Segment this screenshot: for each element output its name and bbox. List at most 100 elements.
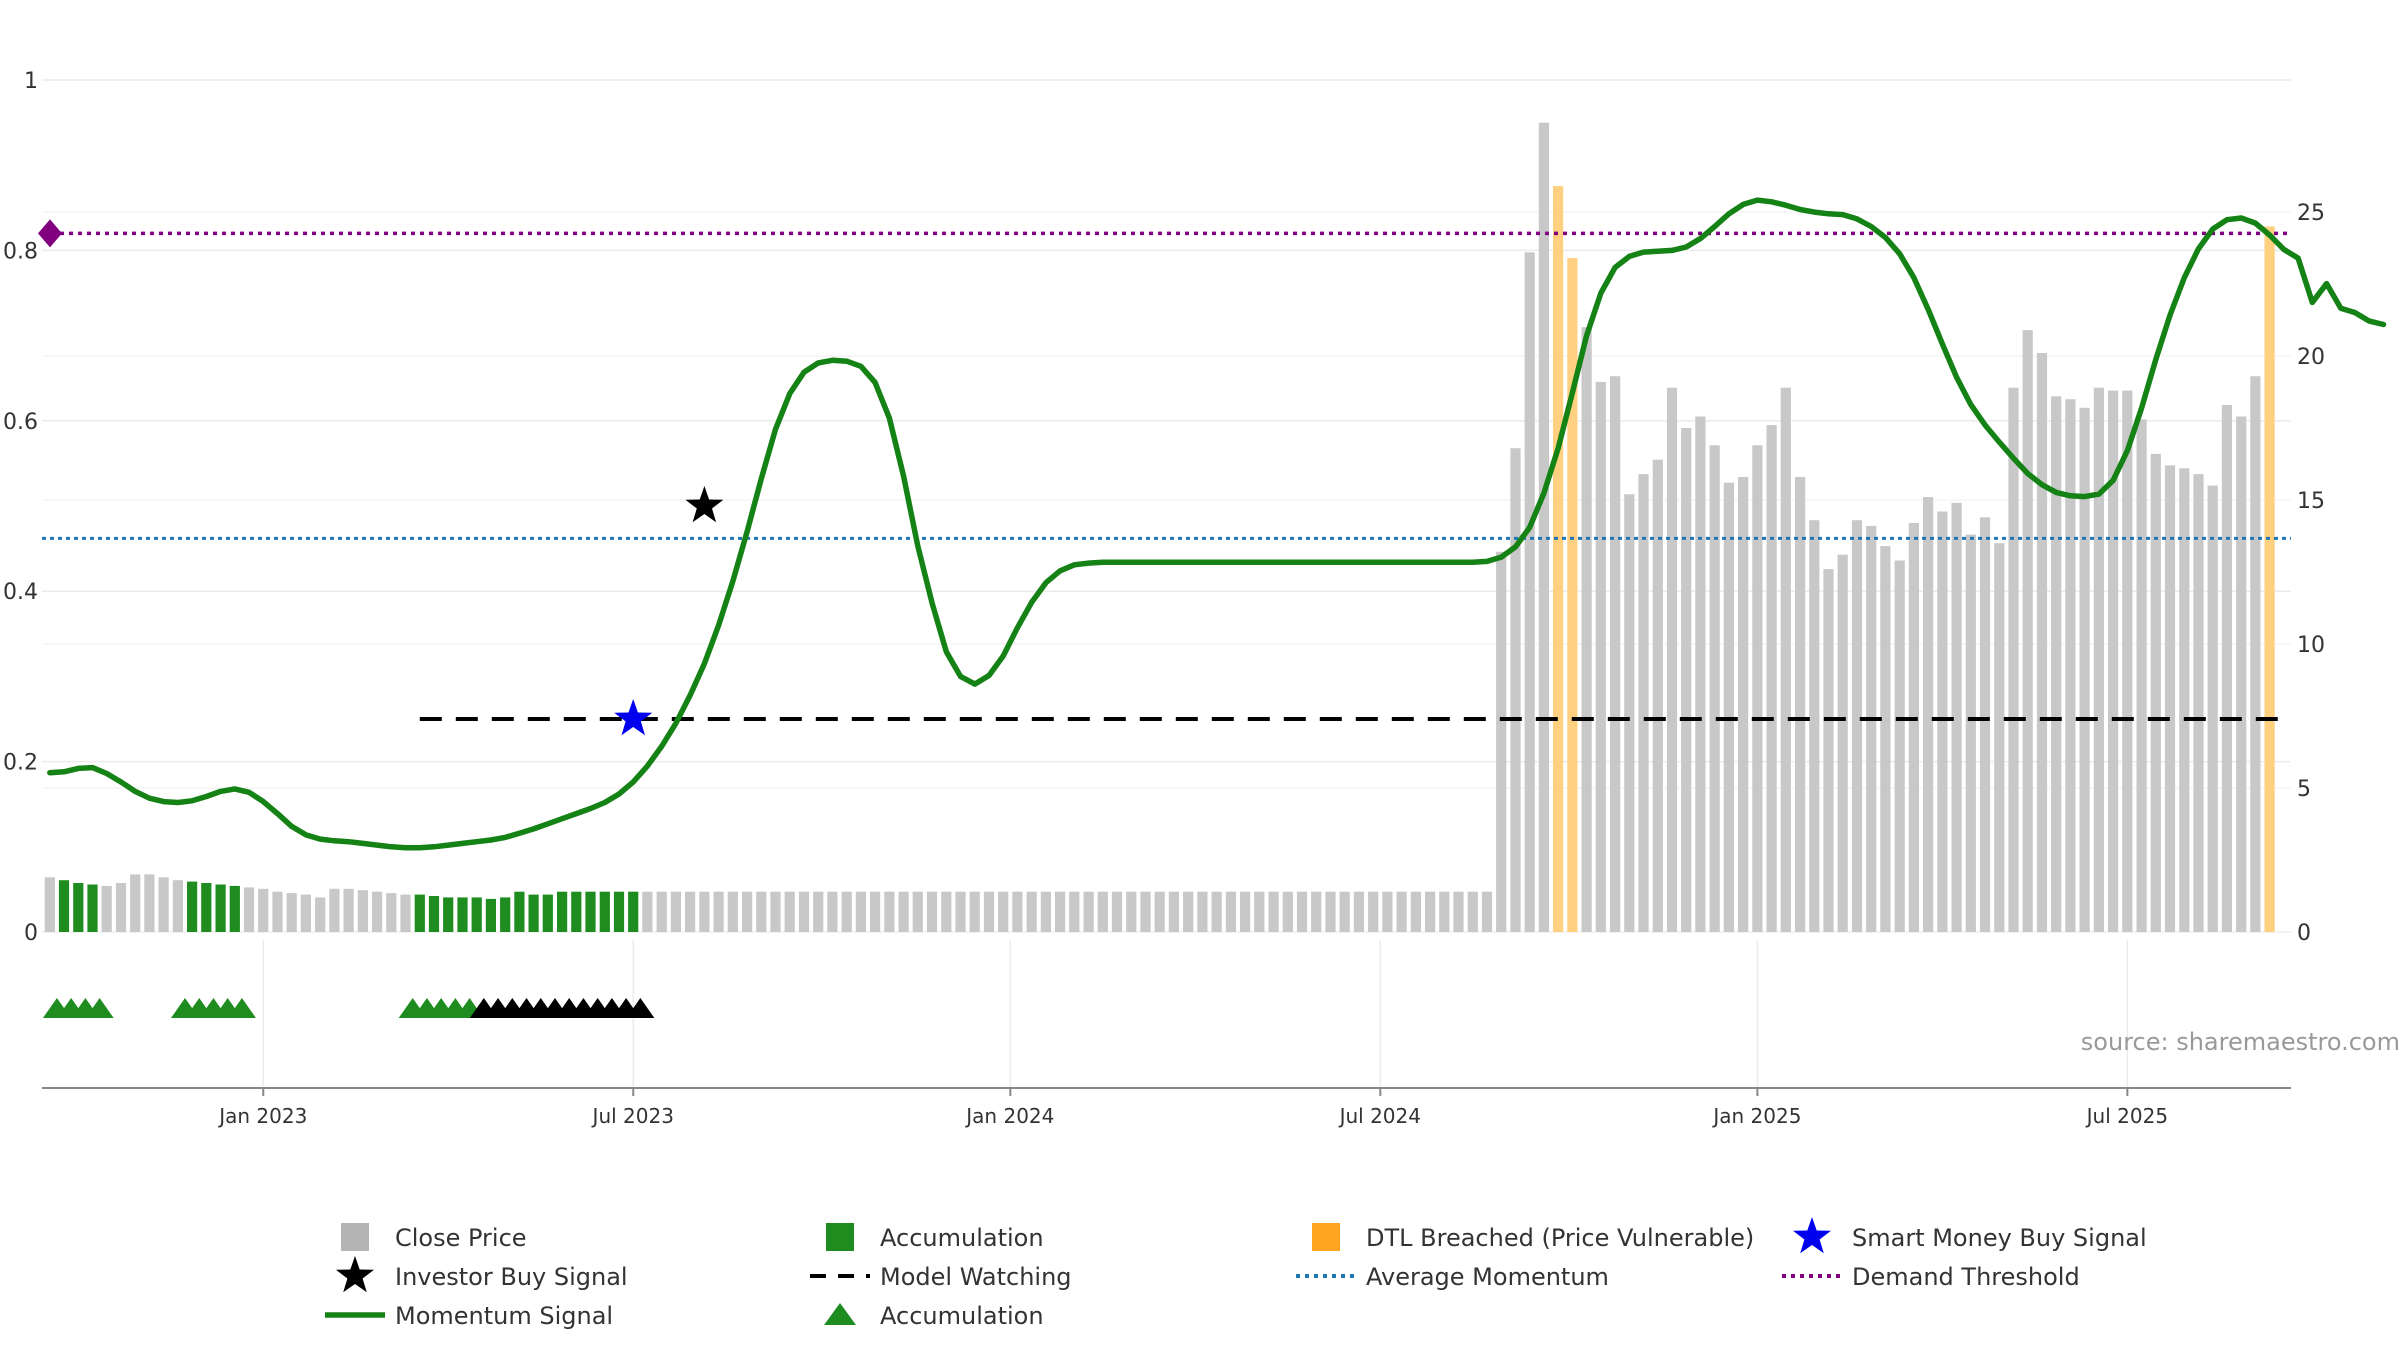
close-price-bar xyxy=(784,891,795,932)
close-price-bar xyxy=(1083,891,1094,932)
close-price-bar xyxy=(1994,543,2005,932)
close-price-bar xyxy=(1866,525,1877,932)
left-axis-tick-label: 0.4 xyxy=(3,580,38,605)
close-price-bar xyxy=(1979,517,1991,932)
close-price-bar xyxy=(158,877,169,932)
close-price-bar xyxy=(1766,425,1777,932)
legend-label: Momentum Signal xyxy=(395,1302,613,1330)
legend-star-icon xyxy=(336,1256,374,1293)
close-price-bar xyxy=(172,880,183,932)
legend-square-icon xyxy=(1312,1223,1340,1251)
close-price-bar xyxy=(1610,376,1621,932)
close-price-bar xyxy=(1481,891,1493,932)
accumulation-bar xyxy=(528,894,539,932)
close-price-bar xyxy=(1652,459,1663,932)
close-price-bar xyxy=(144,874,155,932)
close-price-bar xyxy=(770,891,781,932)
close-price-bar xyxy=(1069,891,1080,932)
close-price-bar xyxy=(2051,396,2062,932)
close-price-bar xyxy=(1695,416,1706,932)
x-axis-tick-label: Jul 2024 xyxy=(1338,1104,1421,1128)
accumulation-bar xyxy=(613,891,625,932)
close-price-bar xyxy=(1368,891,1379,932)
close-price-bar xyxy=(727,891,738,932)
close-price-bar xyxy=(2093,387,2104,932)
close-price-bar xyxy=(1339,891,1350,932)
close-price-bar xyxy=(2193,474,2204,932)
accumulation-bar xyxy=(514,891,525,932)
accumulation-bar xyxy=(542,894,553,932)
close-price-bar xyxy=(699,891,710,932)
close-price-bar xyxy=(2164,465,2176,932)
source-label: source: sharemaestro.com xyxy=(2081,1028,2400,1056)
close-price-bar xyxy=(1823,569,1834,932)
legend-item: Investor Buy Signal xyxy=(336,1256,628,1293)
legend-item: Accumulation xyxy=(824,1302,1044,1330)
dtl-breached-bar xyxy=(2264,226,2275,932)
legend-item: Model Watching xyxy=(810,1263,1072,1291)
close-price-bar xyxy=(286,893,297,932)
close-price-bar xyxy=(2079,407,2090,932)
accumulation-bar xyxy=(557,891,568,932)
close-price-bar xyxy=(1809,520,1820,932)
accumulation-bar xyxy=(215,884,226,932)
close-price-bar xyxy=(798,891,810,932)
legend-square-icon xyxy=(826,1223,854,1251)
close-price-bar xyxy=(115,883,127,932)
close-price-bar xyxy=(2236,416,2247,932)
legend-item: Average Momentum xyxy=(1296,1263,1609,1291)
legend-item: Momentum Signal xyxy=(325,1302,613,1330)
close-price-bar xyxy=(130,874,141,932)
accumulation-bar xyxy=(443,897,454,932)
close-price-bar xyxy=(998,891,1009,932)
close-price-bar xyxy=(1581,327,1592,932)
close-price-bar xyxy=(1410,891,1421,932)
left-axis-tick-label: 1 xyxy=(24,69,38,94)
close-price-bar xyxy=(642,891,653,932)
accumulation-bar xyxy=(428,896,440,932)
accumulation-bar xyxy=(229,885,240,932)
close-price-bar xyxy=(1026,891,1037,932)
close-price-bar xyxy=(2065,399,2076,932)
legend: Close Price Accumulation DTL Breached (Pri… xyxy=(325,1217,2147,1330)
x-axis-tick-label: Jan 2025 xyxy=(1711,1104,1801,1128)
accumulation-triangle xyxy=(85,998,114,1018)
close-price-bar xyxy=(1040,891,1051,932)
right-axis-tick-label: 20 xyxy=(2297,345,2325,370)
close-price-bar xyxy=(1240,891,1251,932)
right-axis-tick-label: 15 xyxy=(2297,489,2325,514)
close-price-bar xyxy=(1723,482,1734,932)
close-price-bar xyxy=(1168,891,1179,932)
legend-item: Close Price xyxy=(341,1223,527,1252)
close-price-bar xyxy=(2221,405,2232,932)
x-axis-ticks: Jan 2023 Jul 2023 Jan 2024 Jul 2024 Jan 2025… xyxy=(217,1088,2168,1128)
close-price-bar xyxy=(969,891,980,932)
close-price-bar xyxy=(1709,445,1720,932)
close-price-bar xyxy=(243,887,255,932)
legend-item: Accumulation xyxy=(826,1223,1044,1252)
watching-triangle xyxy=(626,998,655,1018)
close-price-bar xyxy=(1296,891,1308,932)
close-price-bar xyxy=(1140,891,1151,932)
close-price-bar xyxy=(912,891,923,932)
close-price-bar xyxy=(1666,387,1678,932)
grid-lines xyxy=(42,79,2291,1088)
close-price-bar xyxy=(1908,523,1919,932)
close-price-bar xyxy=(1225,891,1236,932)
right-axis-ticks: 0 5 10 15 20 25 xyxy=(2297,201,2325,946)
dtl-breached-bar xyxy=(1567,258,1578,933)
legend-item: Smart Money Buy Signal xyxy=(1793,1217,2147,1254)
close-price-bar xyxy=(1538,122,1549,932)
close-price-bar xyxy=(1012,891,1023,932)
accumulation-bar xyxy=(571,891,582,932)
close-price-bar xyxy=(44,877,55,932)
close-price-bar xyxy=(813,891,824,932)
smart-money-buy-star xyxy=(614,699,653,736)
accumulation-bar xyxy=(485,898,496,932)
accumulation-bar xyxy=(201,883,212,932)
legend-item: Demand Threshold xyxy=(1782,1263,2080,1291)
close-price-bar xyxy=(1396,891,1407,932)
close-price-bar xyxy=(1311,891,1322,932)
close-price-bar xyxy=(926,891,938,932)
close-price-bar xyxy=(300,894,311,932)
